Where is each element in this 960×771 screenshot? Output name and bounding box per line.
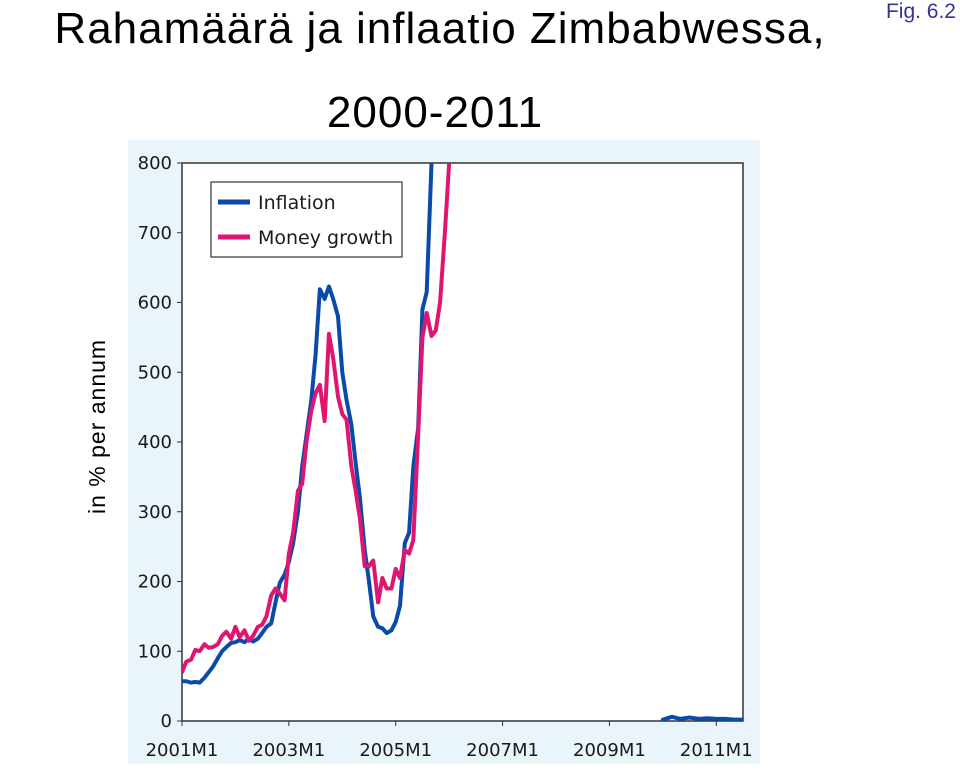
x-tick-label: 2007M1	[466, 740, 539, 761]
y-tick-label: 0	[161, 711, 172, 732]
x-tick-label: 2001M1	[146, 740, 219, 761]
x-tick-label: 2011M1	[680, 740, 753, 761]
series-line-money-growth	[182, 163, 452, 675]
y-tick-label: 500	[138, 362, 172, 383]
chart-panel: 0 100 200 300 400 500 600 700 800 2001M1 2003M1 20…	[128, 140, 760, 764]
legend-box	[210, 181, 403, 258]
y-tick-label: 400	[138, 432, 172, 453]
y-tick-label: 100	[138, 641, 172, 662]
x-axis-ticks: 2001M1 2003M1 2005M1 2007M1 2009M1 2011M1	[146, 721, 753, 761]
legend: Inflation Money growth	[210, 181, 403, 258]
figure-label: Fig. 6.2	[885, 0, 956, 23]
series-lines	[182, 163, 743, 721]
x-tick-label: 2009M1	[573, 740, 646, 761]
chart-title-line2: 2000-2011	[326, 88, 544, 137]
y-tick-label: 800	[138, 153, 172, 174]
y-tick-label: 300	[138, 502, 172, 523]
y-tick-label: 200	[138, 572, 172, 593]
legend-label: Money growth	[258, 227, 393, 249]
x-tick-label: 2003M1	[252, 740, 325, 761]
x-tick-label: 2005M1	[359, 740, 432, 761]
y-tick-label: 600	[138, 293, 172, 314]
chart-title-line1: Rahamäärä ja inflaatio Zimbabwessa,	[54, 4, 826, 53]
y-axis-label: in % per annum	[84, 338, 110, 514]
legend-label: Inflation	[258, 192, 336, 214]
series-line-inflation	[660, 714, 743, 721]
y-axis-ticks: 0 100 200 300 400 500 600 700 800	[138, 153, 182, 732]
y-tick-label: 700	[138, 223, 172, 244]
